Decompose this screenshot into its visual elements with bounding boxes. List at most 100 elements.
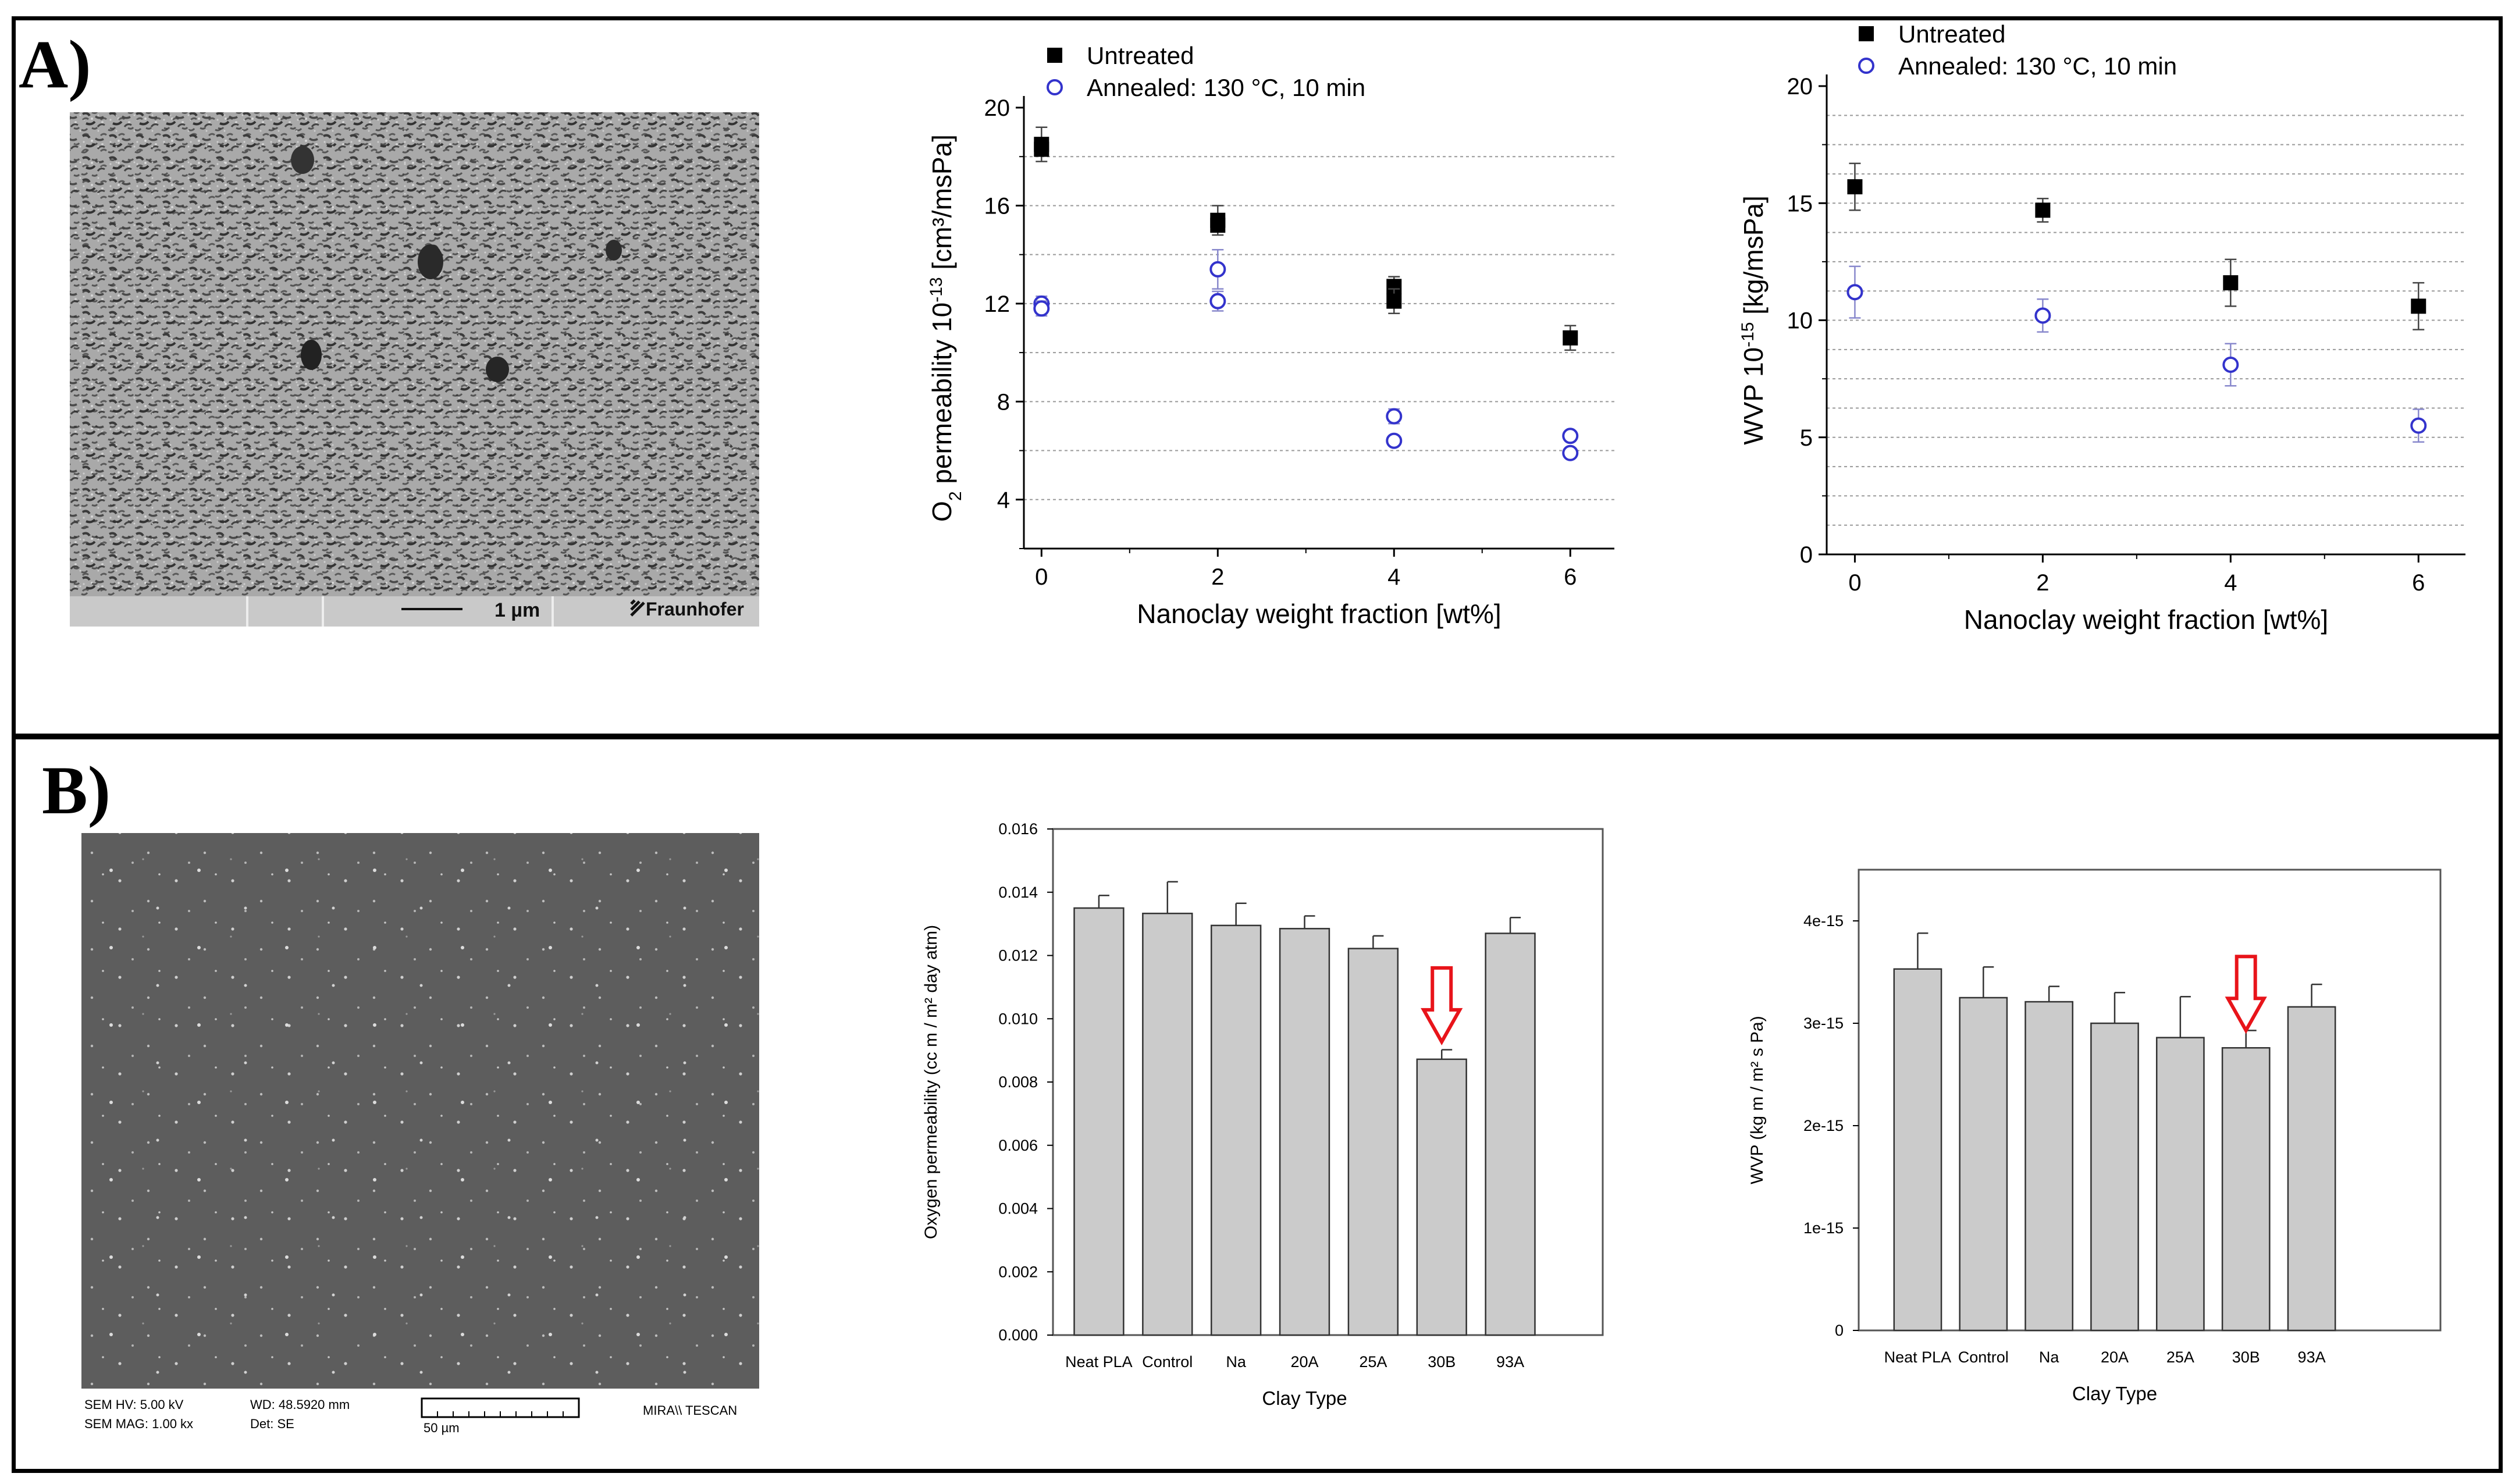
y-tick-label: 0.008: [998, 1073, 1038, 1091]
data-point-untreated: [1386, 293, 1402, 309]
chart-oxygen-permeability-bars: 0.000 0.002 0.004 0.006 0.008 0.010 0.012 0.014…: [921, 820, 1604, 1409]
scale-bar-b: [421, 1397, 580, 1418]
data-point-annealed: [2222, 356, 2239, 373]
y-tick-label: 16: [984, 193, 1011, 219]
y-tick-label: 0.014: [998, 884, 1038, 901]
x-axis-title: Nanoclay weight fraction [wt%]: [1137, 599, 1501, 629]
bar-control: [1142, 912, 1193, 1336]
bar-control: [1959, 997, 2008, 1332]
x-axis-title: Nanoclay weight fraction [wt%]: [1964, 604, 2328, 635]
legend-marker-annealed: [1858, 58, 1874, 74]
bar-20a: [1279, 928, 1330, 1336]
y-tick-label: 10: [1787, 308, 1813, 334]
fraunhofer-logo-icon: [630, 599, 645, 617]
logo-text-a: Fraunhofer: [646, 599, 744, 620]
x-axis-title: Clay Type: [1262, 1387, 1347, 1409]
y-tick-label: 0: [1800, 542, 1813, 568]
y-tick-label: 2e-15: [1803, 1117, 1844, 1134]
bar-25a: [2155, 1037, 2205, 1332]
y-tick-label: 0.000: [998, 1326, 1038, 1344]
data-point-untreated: [1563, 330, 1578, 346]
x-tick-label: 20A: [2101, 1348, 2129, 1366]
y-tick-label: 0.012: [998, 947, 1038, 965]
bar-na: [2024, 1001, 2074, 1332]
x-axis-title: Clay Type: [2072, 1383, 2157, 1404]
x-tick-label: 20A: [1290, 1353, 1318, 1371]
data-point-untreated: [2411, 298, 2426, 314]
data-point-annealed: [2034, 307, 2051, 324]
data-point-untreated: [2035, 202, 2051, 218]
data-point-annealed: [1386, 408, 1403, 425]
sem-image-a: 1 µm Fraunhofer: [70, 112, 759, 627]
y-tick-label: 1e-15: [1803, 1219, 1844, 1237]
data-point-annealed: [2410, 417, 2427, 434]
legend-marker-untreated: [1859, 26, 1874, 41]
x-tick-label: Neat PLA: [1065, 1353, 1133, 1371]
y-tick-label: 20: [1787, 74, 1813, 99]
data-point-annealed: [1846, 284, 1863, 301]
data-point-untreated: [2223, 275, 2239, 291]
bar-93a: [1485, 933, 1536, 1336]
x-tick-label: Control: [1142, 1353, 1193, 1371]
x-tick-label: 6: [2412, 570, 2425, 596]
y-axis-title: WVP 10-15 [kg/msPa]: [1738, 195, 1769, 445]
x-tick-label: 93A: [1496, 1353, 1524, 1371]
x-tick-label: 2: [2036, 570, 2049, 596]
x-tick-label: 25A: [2166, 1348, 2194, 1366]
bar-neat-pla: [1073, 907, 1125, 1336]
y-tick-label: 0.002: [998, 1263, 1038, 1280]
x-tick-label: 30B: [2232, 1348, 2260, 1366]
y-tick-label: 15: [1787, 191, 1813, 216]
data-point-annealed: [1562, 444, 1579, 461]
data-point-annealed: [1386, 432, 1403, 449]
x-tick-label: 6: [1564, 564, 1577, 590]
y-tick-label: 4e-15: [1803, 912, 1844, 930]
panel-label-b: B): [42, 752, 111, 828]
chart-o2-permeability: 4 8 12 16 20 0 2 4 6 Nanoclay weight fraction [wt…: [927, 42, 1614, 629]
legend-label-annealed: Annealed: 130 °C, 10 min: [1087, 74, 1365, 101]
chart-wvp-a: 0 5 10 15 20 0 2 4 6 Nanoclay weight fraction [wt…: [1738, 20, 2465, 635]
y-tick-label: 20: [984, 95, 1011, 121]
bar-20a: [2090, 1022, 2139, 1332]
panel-label-a: A): [19, 26, 91, 102]
sem-info-2: SEM MAG: 1.00 kx: [84, 1417, 193, 1431]
data-point-annealed: [1562, 428, 1579, 444]
x-tick-label: 0: [1035, 564, 1048, 590]
x-tick-label: 2: [1211, 564, 1224, 590]
chart-wvp-bars: 0 1e-15 2e-15 3e-15 4e-15 Neat PLA Control Na 20…: [1748, 869, 2442, 1404]
x-tick-label: Na: [2039, 1348, 2059, 1366]
legend-marker-annealed: [1047, 79, 1063, 95]
bar-30b: [2221, 1047, 2271, 1332]
bar-93a: [2287, 1006, 2336, 1332]
sem-wd: WD: 48.5920 mm: [250, 1397, 350, 1412]
y-axis-title: Oxygen permeability (cc m / m² day atm): [921, 925, 941, 1239]
legend-label-untreated: Untreated: [1087, 42, 1194, 69]
scale-label-a: 1 µm: [494, 599, 540, 621]
data-point-annealed: [1209, 293, 1226, 309]
y-tick-label: 4: [997, 487, 1010, 513]
y-tick-label: 3e-15: [1803, 1015, 1844, 1032]
data-point-annealed: [1033, 300, 1050, 317]
bar-30b: [1416, 1058, 1467, 1336]
x-tick-label: Neat PLA: [1884, 1348, 1952, 1366]
y-tick-label: 0.016: [998, 820, 1038, 838]
sem-info-1: SEM HV: 5.00 kV: [84, 1397, 184, 1412]
legend-label-annealed: Annealed: 130 °C, 10 min: [1898, 52, 2177, 80]
x-tick-label: 25A: [1359, 1353, 1387, 1371]
data-point-untreated: [1210, 218, 1226, 233]
legend-marker-untreated: [1047, 48, 1062, 63]
y-axis-title: O2 permeability 10-13 [cm³/msPa]: [927, 134, 965, 522]
y-tick-label: 5: [1800, 425, 1813, 451]
y-tick-label: 12: [984, 291, 1011, 317]
y-tick-label: 0.006: [998, 1137, 1038, 1154]
x-tick-label: Na: [1226, 1353, 1246, 1371]
sem-det: Det: SE: [250, 1417, 294, 1431]
x-tick-label: 30B: [1428, 1353, 1456, 1371]
y-tick-label: 0: [1835, 1322, 1844, 1339]
bar-na: [1210, 924, 1262, 1336]
x-tick-label: 4: [1387, 564, 1400, 590]
x-tick-label: 0: [1848, 570, 1861, 596]
data-point-untreated: [1847, 179, 1863, 195]
legend-label-untreated: Untreated: [1898, 20, 2005, 48]
